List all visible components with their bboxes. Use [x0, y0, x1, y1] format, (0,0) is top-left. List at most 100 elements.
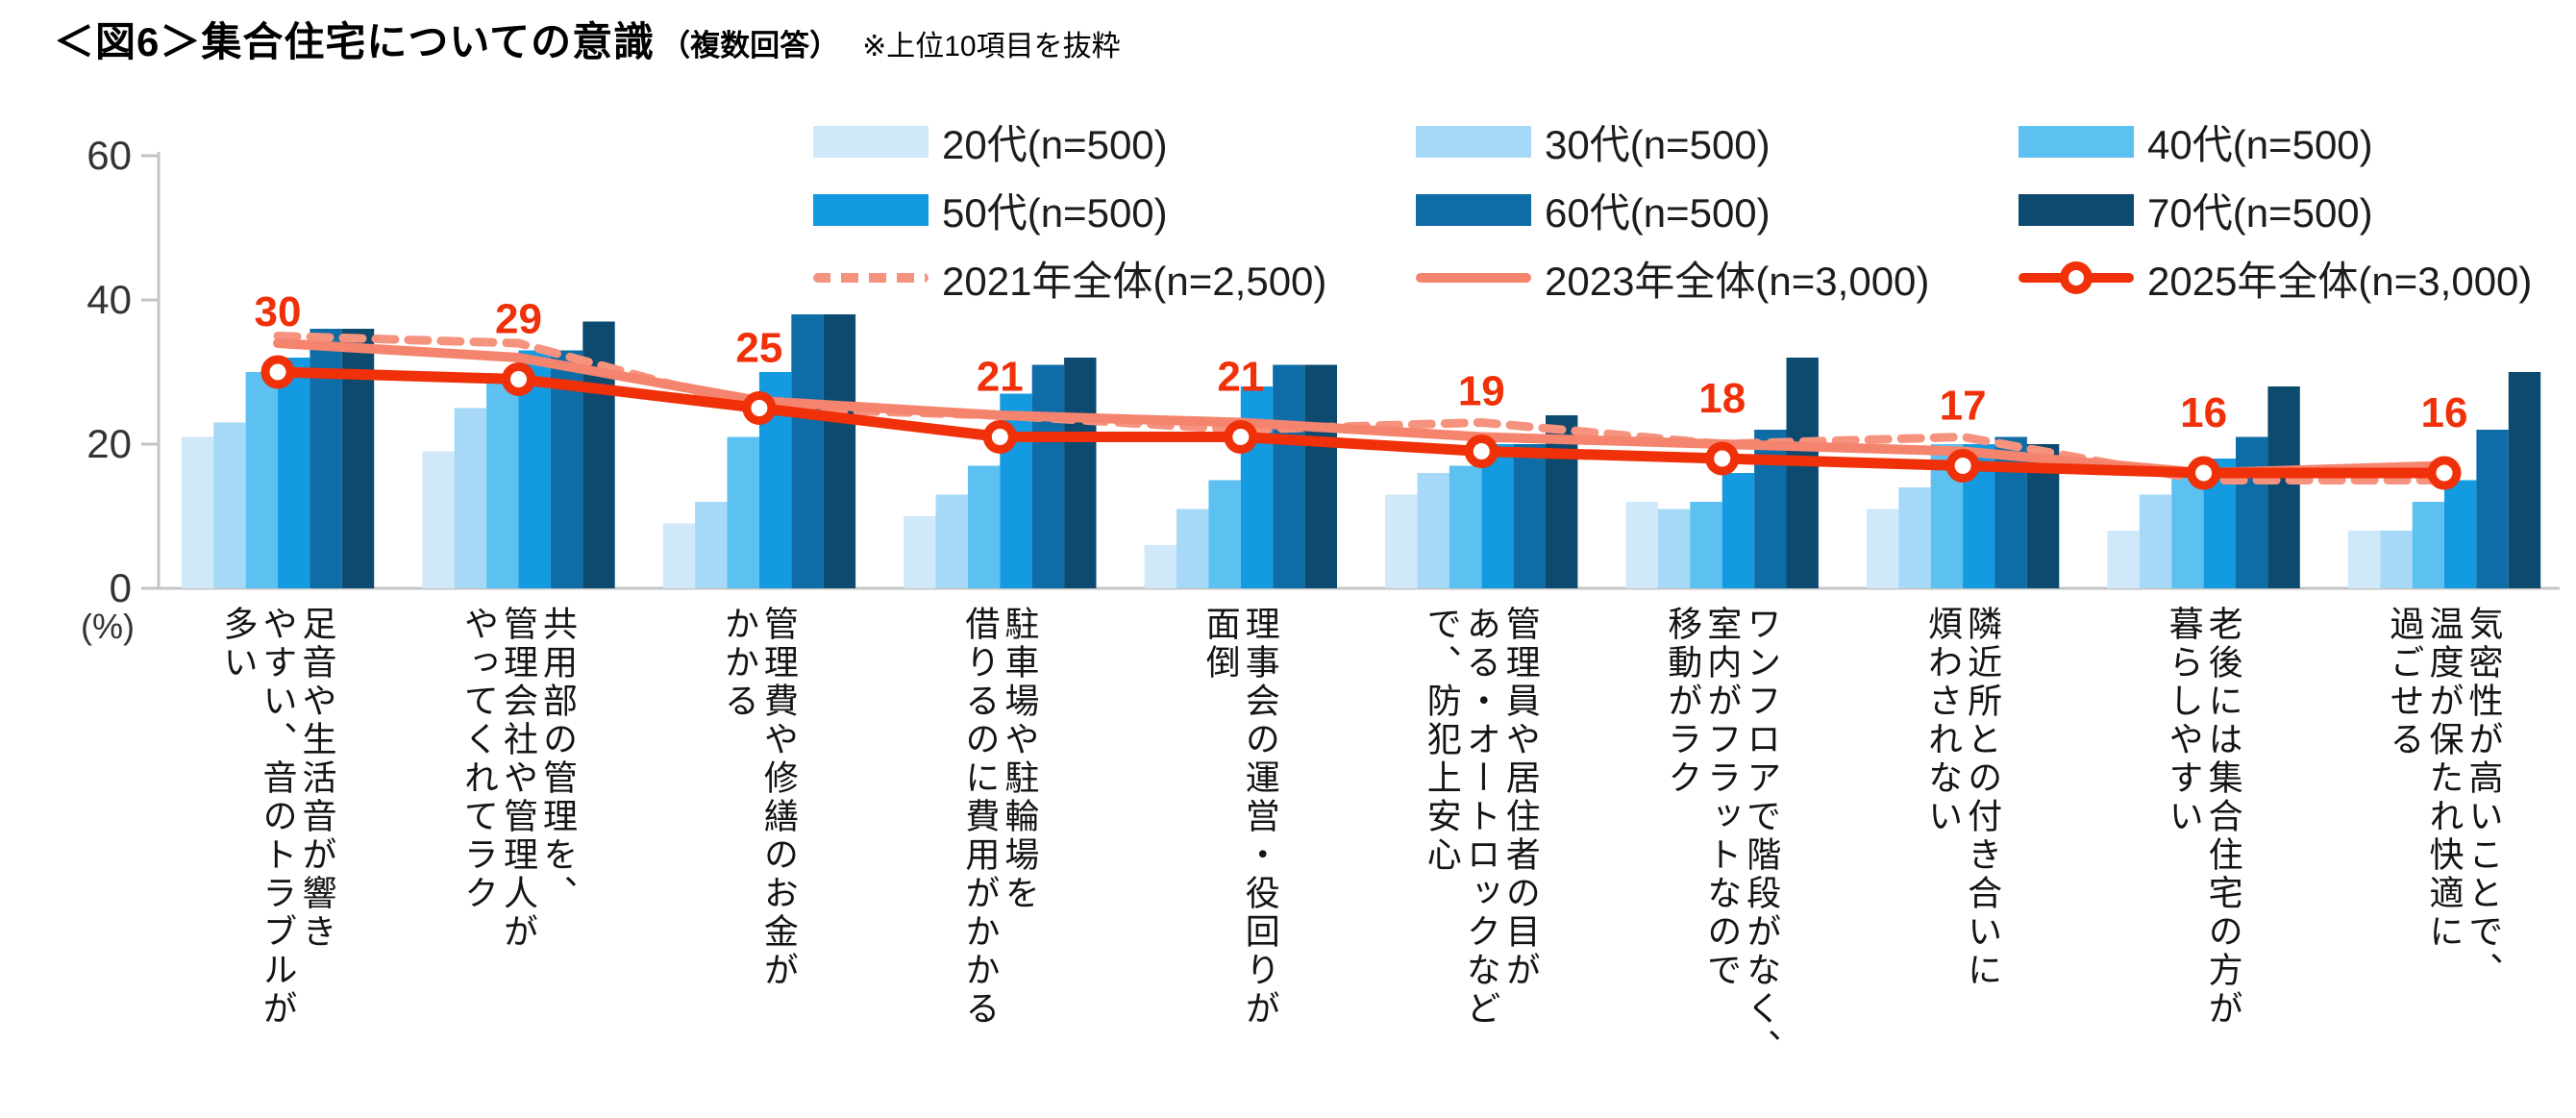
data-label: 30 [255, 288, 302, 335]
bar [1625, 502, 1658, 588]
data-label: 21 [1217, 354, 1264, 401]
legend-label: 40代(n=500) [2147, 121, 2373, 167]
line-marker-icon [2187, 456, 2221, 490]
bar [1481, 444, 1514, 588]
legend-label: 70代(n=500) [2147, 189, 2373, 236]
data-label: 29 [495, 296, 542, 343]
line-marker-icon [742, 391, 777, 425]
bar [310, 329, 342, 588]
legend-label: 60代(n=500) [1545, 189, 1771, 236]
bar [2267, 386, 2300, 588]
legend: 20代(n=500) 30代(n=500) 40代(n=500) 50代(n=500)… [813, 122, 2532, 328]
x-category-label: 理事会の運営・役回りが 面倒 [1201, 606, 1280, 1029]
legend-color-swatch [813, 193, 929, 226]
data-label: 16 [2180, 389, 2227, 436]
bar [1898, 487, 1931, 588]
line-marker-icon [260, 355, 295, 389]
bar [422, 451, 455, 588]
bar [1240, 386, 1274, 588]
legend-marker-ring-icon [2060, 261, 2093, 294]
legend-item: 2025年全体(n=3,000) [2019, 249, 2532, 308]
bar [1064, 358, 1097, 588]
bar [1866, 509, 1899, 588]
bar [1690, 502, 1722, 588]
legend-row-1: 20代(n=500) 30代(n=500) 40代(n=500) [813, 122, 2532, 167]
trend-line [272, 366, 2450, 479]
legend-label: 20代(n=500) [942, 121, 1168, 167]
y-tick-label: 60 [87, 133, 132, 178]
x-category-label: 駐車場や駐輪場を 借りるのに費用がかかる [960, 606, 1040, 1029]
bar [2139, 494, 2172, 588]
legend-label: 2023年全体(n=3,000) [1545, 258, 1930, 304]
legend-item: 50代(n=500) [813, 181, 1416, 239]
bar [2508, 372, 2541, 588]
bar [1385, 494, 1418, 588]
bar [904, 516, 936, 588]
legend-item: 70代(n=500) [2019, 181, 2373, 239]
bar [2380, 531, 2413, 588]
bar [662, 523, 696, 588]
legend-row-2: 50代(n=500) 60代(n=500) 70代(n=500) [813, 190, 2532, 236]
legend-item: 2021年全体(n=2,500) [813, 249, 1416, 308]
bar [1177, 509, 1209, 588]
legend-line-swatch [813, 262, 929, 294]
y-tick-label: 40 [87, 277, 132, 322]
legend-color-swatch [2019, 125, 2134, 158]
data-label: 19 [1458, 368, 1505, 415]
bar [2476, 430, 2509, 588]
x-category-label: 管理費や修繕のお金が かかる [719, 606, 799, 990]
line-marker-icon [1224, 420, 1258, 454]
line-marker-icon [1705, 441, 1740, 476]
bar [1786, 358, 1819, 588]
figure-title-note: ※上位10項目を抜粋 [862, 31, 1121, 62]
y-axis-unit: (%) [81, 607, 135, 646]
bar [727, 436, 759, 588]
bar [341, 329, 375, 588]
bar [1208, 480, 1241, 588]
legend-row-3: 2021年全体(n=2,500) 2023年全体(n=3,000) 2025年全体(… [813, 259, 2532, 304]
legend-color-swatch [2019, 193, 2134, 226]
bar [2444, 480, 2477, 588]
legend-label: 30代(n=500) [1545, 121, 1771, 167]
x-category-label: 管理員や居住者の目が ある・オートロックなど で、防犯上安心 [1422, 606, 1541, 1029]
bar [2107, 531, 2140, 588]
bar [791, 314, 824, 588]
line-marker-icon [982, 420, 1017, 454]
line-marker-icon [502, 362, 535, 396]
bar [2347, 531, 2381, 588]
bar [1754, 430, 1787, 588]
trend-line [273, 338, 2449, 478]
legend-label: 50代(n=500) [942, 189, 1168, 236]
bar [1144, 545, 1177, 588]
bar [1273, 364, 1305, 588]
x-category-label: 隣近所との付き合いに 煩わされない [1923, 606, 2003, 990]
bar [1449, 465, 1482, 588]
bar [2236, 436, 2268, 588]
legend-item: 2023年全体(n=3,000) [1416, 249, 2019, 308]
figure-title: ＜図6＞集合住宅についての意識 （複数回答） ※上位10項目を抜粋 [54, 10, 1121, 68]
legend-item: 40代(n=500) [2019, 112, 2373, 171]
bar [245, 372, 278, 588]
bar [213, 422, 246, 588]
bar [486, 379, 519, 588]
bar [2171, 473, 2204, 588]
bar [1031, 364, 1065, 588]
legend-item: 60代(n=500) [1416, 181, 2019, 239]
bar-series [181, 436, 2381, 588]
line-marker-icon [1464, 435, 1499, 468]
bar [181, 436, 214, 588]
legend-item: 30代(n=500) [1416, 112, 2019, 171]
data-label: 17 [1940, 383, 1987, 430]
x-category-label: ワンフロアで階段がなく、 室内がフラットなので 移動がラク [1663, 606, 1782, 1067]
x-category-label: 気密性が高いことで、 温度が保たれ快適に 過ごせる [2385, 606, 2504, 990]
x-category-label: 足音や生活音が響き やすい、音のトラブルが 多い [218, 606, 337, 1029]
bar [935, 494, 968, 588]
bar [695, 502, 728, 588]
legend-line-swatch [2019, 261, 2134, 294]
line-marker-icon [1945, 449, 1980, 483]
bar [1721, 473, 1755, 588]
legend-color-swatch [813, 125, 929, 158]
bar [823, 314, 856, 588]
